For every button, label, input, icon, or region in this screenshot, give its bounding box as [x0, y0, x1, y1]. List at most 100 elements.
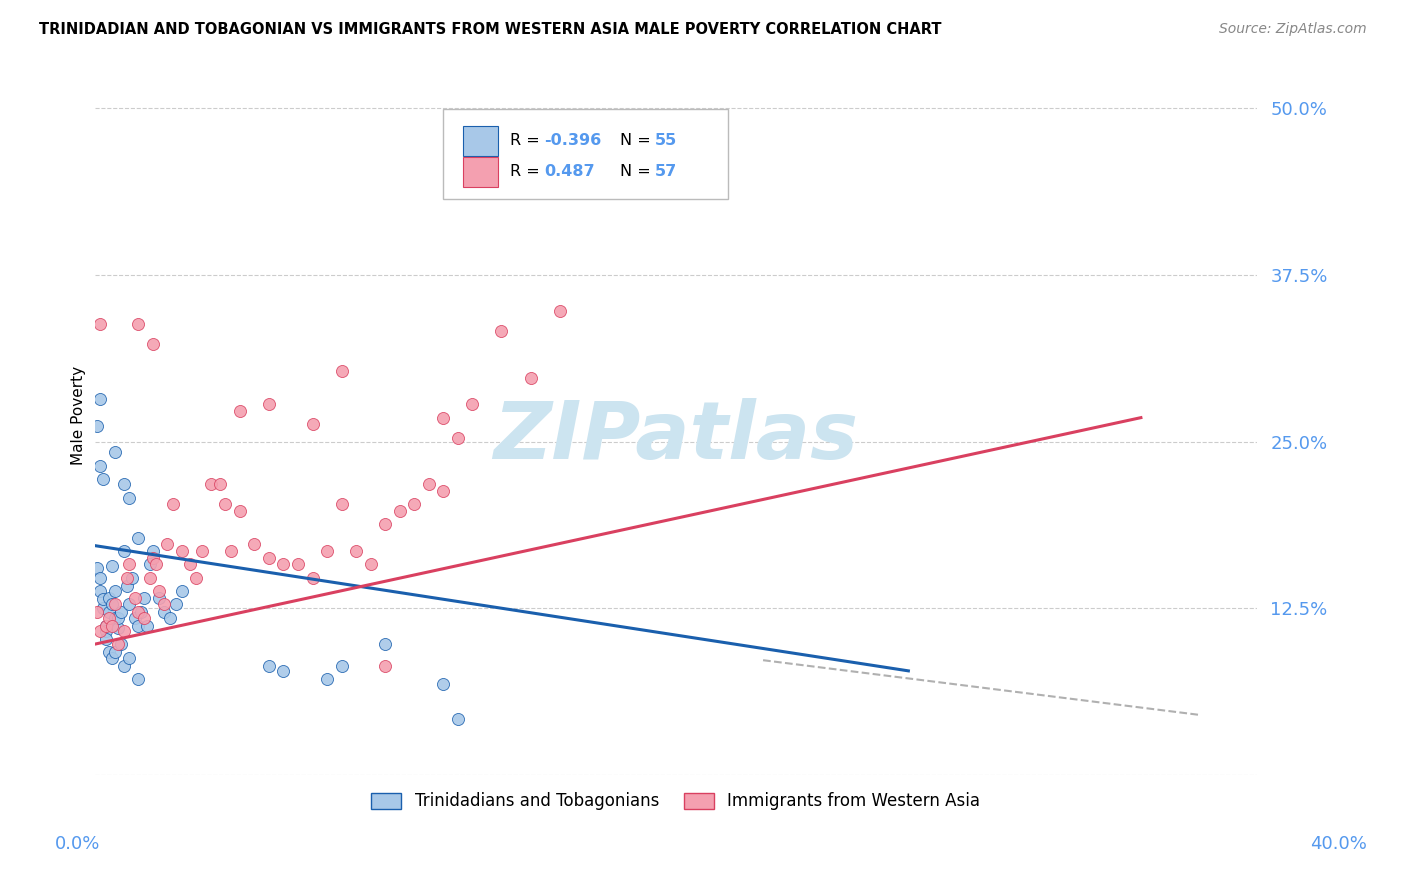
Point [98, 645, 121, 659]
Point [418, 477, 440, 491]
Point [115, 578, 138, 592]
Point [112, 624, 135, 638]
Text: N =: N = [620, 164, 657, 179]
Point [432, 483, 454, 498]
Point [316, 672, 339, 686]
Point [89, 458, 111, 473]
Point [179, 558, 201, 572]
Point [461, 397, 484, 411]
Point [91, 472, 114, 486]
Point [112, 477, 135, 491]
Point [330, 497, 353, 511]
Point [229, 404, 252, 418]
Point [374, 658, 396, 673]
Point [107, 621, 129, 635]
Point [330, 658, 353, 673]
Legend: Trinidadians and Tobagonians, Immigrants from Western Asia: Trinidadians and Tobagonians, Immigrants… [364, 786, 987, 817]
Point [200, 477, 222, 491]
Point [101, 597, 124, 611]
Point [360, 558, 382, 572]
Point [118, 650, 141, 665]
Bar [463, 157, 498, 186]
Point [229, 504, 252, 518]
Point [432, 677, 454, 691]
Y-axis label: Male Poverty: Male Poverty [72, 366, 86, 465]
Point [257, 550, 280, 565]
Point [142, 550, 165, 565]
Point [127, 672, 149, 686]
Point [170, 583, 193, 598]
Point [127, 318, 149, 332]
Point [219, 544, 242, 558]
Point [316, 544, 339, 558]
Point [374, 517, 396, 532]
Point [139, 558, 162, 572]
Point [186, 571, 208, 585]
Point [86, 418, 108, 433]
Point [91, 591, 114, 606]
Point [112, 544, 135, 558]
Point [301, 417, 323, 432]
Point [142, 337, 165, 351]
Point [104, 583, 127, 598]
Bar [463, 126, 498, 156]
Point [110, 605, 132, 619]
Point [491, 324, 513, 338]
Point [139, 571, 162, 585]
Point [273, 558, 295, 572]
Text: 55: 55 [655, 133, 678, 148]
Point [124, 591, 146, 605]
Point [257, 658, 280, 673]
Point [273, 664, 295, 678]
Point [96, 618, 118, 632]
Point [118, 597, 141, 611]
Point [118, 491, 141, 505]
Text: TRINIDADIAN AND TOBAGONIAN VS IMMIGRANTS FROM WESTERN ASIA MALE POVERTY CORRELAT: TRINIDADIAN AND TOBAGONIAN VS IMMIGRANTS… [39, 22, 942, 37]
Text: ZIPatlas: ZIPatlas [494, 398, 859, 475]
Point [330, 364, 353, 378]
Text: 57: 57 [655, 164, 678, 179]
Text: 0.0%: 0.0% [55, 835, 100, 853]
Point [96, 618, 118, 632]
Point [127, 618, 149, 632]
Point [89, 392, 111, 406]
Point [432, 410, 454, 425]
Point [101, 618, 124, 632]
Point [257, 397, 280, 411]
Point [208, 477, 231, 491]
Point [548, 304, 571, 318]
Point [132, 591, 155, 605]
Point [191, 544, 214, 558]
Point [148, 583, 170, 598]
Point [104, 645, 127, 659]
Point [153, 605, 176, 619]
Point [156, 537, 179, 551]
Text: R =: R = [509, 133, 544, 148]
Point [98, 591, 121, 605]
Point [86, 561, 108, 575]
Point [388, 504, 411, 518]
Point [519, 370, 541, 384]
Point [96, 632, 118, 646]
Point [89, 318, 111, 332]
Point [91, 601, 114, 615]
Point [374, 637, 396, 651]
Text: R =: R = [509, 164, 550, 179]
Point [98, 610, 121, 624]
Point [110, 637, 132, 651]
Point [107, 637, 129, 651]
Text: 0.487: 0.487 [544, 164, 595, 179]
Point [107, 610, 129, 624]
Point [170, 544, 193, 558]
Point [89, 571, 111, 585]
Point [129, 605, 152, 619]
Point [98, 605, 121, 619]
Point [104, 445, 127, 459]
Text: Source: ZipAtlas.com: Source: ZipAtlas.com [1219, 22, 1367, 37]
Point [101, 650, 124, 665]
Point [447, 712, 470, 726]
Point [301, 571, 323, 585]
Point [243, 537, 266, 551]
Point [104, 610, 127, 624]
Point [112, 658, 135, 673]
